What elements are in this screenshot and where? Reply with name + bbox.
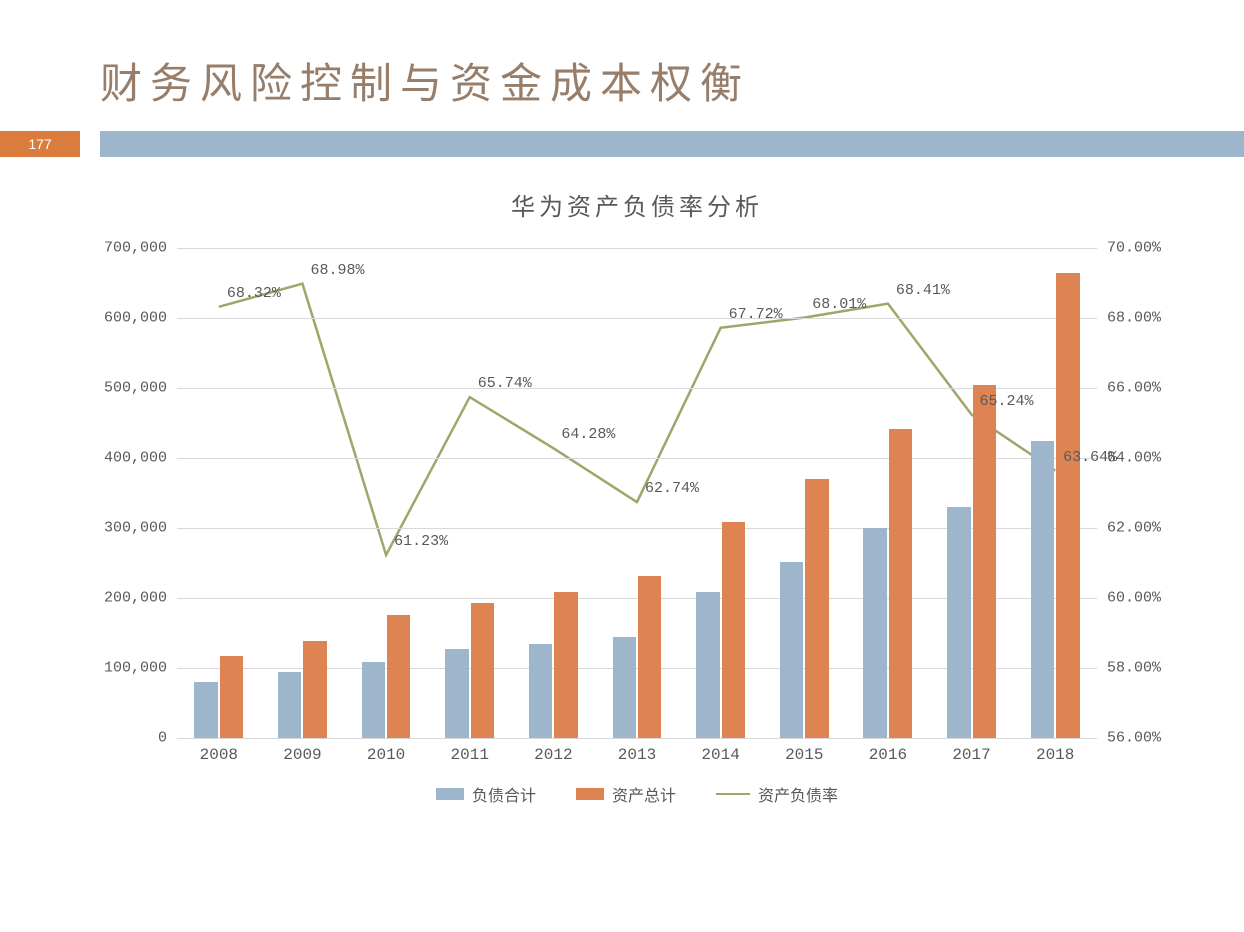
gridline xyxy=(177,248,1097,249)
y-right-tick: 64.00% xyxy=(1107,450,1187,467)
x-category: 2013 xyxy=(618,746,656,764)
x-category: 2011 xyxy=(451,746,489,764)
legend-swatch xyxy=(576,788,604,800)
bar-assets xyxy=(554,592,577,738)
y-right-tick: 70.00% xyxy=(1107,240,1187,257)
page-number-badge: 177 xyxy=(0,131,80,157)
y-right-tick: 58.00% xyxy=(1107,660,1187,677)
bar-assets xyxy=(973,385,996,739)
line-value-label: 67.72% xyxy=(729,306,783,323)
legend-label: 资产总计 xyxy=(612,782,676,806)
header-stripe: 177 xyxy=(0,131,1244,157)
bar-liabilities xyxy=(278,672,301,739)
bar-liabilities xyxy=(1031,441,1054,739)
legend-label: 资产负债率 xyxy=(758,782,838,806)
bar-liabilities xyxy=(529,644,552,738)
line-value-label: 61.23% xyxy=(394,533,448,550)
bar-assets xyxy=(889,429,912,738)
chart-title: 华为资产负债率分析 xyxy=(60,187,1214,222)
legend-item: 资产总计 xyxy=(576,782,676,806)
line-value-label: 62.74% xyxy=(645,480,699,497)
line-value-label: 64.28% xyxy=(561,426,615,443)
bar-assets xyxy=(471,603,494,738)
legend-label: 负债合计 xyxy=(472,782,536,806)
line-value-label: 68.41% xyxy=(896,282,950,299)
legend-swatch xyxy=(436,788,464,800)
y-right-tick: 62.00% xyxy=(1107,520,1187,537)
x-category: 2014 xyxy=(701,746,739,764)
bar-liabilities xyxy=(445,649,468,738)
x-category: 2012 xyxy=(534,746,572,764)
bar-liabilities xyxy=(362,662,385,738)
gridline xyxy=(177,318,1097,319)
y-right-tick: 60.00% xyxy=(1107,590,1187,607)
y-left-tick: 0 xyxy=(87,730,167,747)
x-category: 2010 xyxy=(367,746,405,764)
bar-assets xyxy=(722,522,745,738)
bar-assets xyxy=(387,615,410,738)
slide-title: 财务风险控制与资金成本权衡 xyxy=(0,0,1244,131)
y-left-tick: 100,000 xyxy=(87,660,167,677)
bar-liabilities xyxy=(947,507,970,738)
legend: 负债合计 资产总计 资产负债率 xyxy=(60,782,1214,806)
y-right-tick: 68.00% xyxy=(1107,310,1187,327)
line-value-label: 65.24% xyxy=(980,393,1034,410)
line-value-label: 68.01% xyxy=(812,296,866,313)
x-category: 2015 xyxy=(785,746,823,764)
y-left-tick: 700,000 xyxy=(87,240,167,257)
line-value-label: 68.32% xyxy=(227,285,281,302)
y-left-tick: 300,000 xyxy=(87,520,167,537)
legend-line-icon xyxy=(716,793,750,795)
bar-assets xyxy=(303,641,326,738)
x-category: 2016 xyxy=(869,746,907,764)
x-category: 2009 xyxy=(283,746,321,764)
y-right-tick: 56.00% xyxy=(1107,730,1187,747)
bar-liabilities xyxy=(863,528,886,738)
y-left-tick: 200,000 xyxy=(87,590,167,607)
line-value-label: 65.74% xyxy=(478,375,532,392)
gridline xyxy=(177,738,1097,739)
chart-plot: 200868.32%200968.98%201061.23%201165.74%… xyxy=(87,248,1187,738)
bar-assets xyxy=(805,479,828,738)
plot-area: 200868.32%200968.98%201061.23%201165.74%… xyxy=(177,248,1097,738)
y-left-tick: 600,000 xyxy=(87,310,167,327)
line-value-label: 68.98% xyxy=(310,262,364,279)
header-stripe-bar xyxy=(100,131,1244,157)
legend-item: 负债合计 xyxy=(436,782,536,806)
y-right-tick: 66.00% xyxy=(1107,380,1187,397)
bar-liabilities xyxy=(613,637,636,739)
ratio-line xyxy=(219,284,1055,555)
gridline xyxy=(177,458,1097,459)
bar-assets xyxy=(220,656,243,738)
bar-liabilities xyxy=(780,562,803,738)
y-left-tick: 500,000 xyxy=(87,380,167,397)
x-category: 2017 xyxy=(952,746,990,764)
gridline xyxy=(177,388,1097,389)
legend-item: 资产负债率 xyxy=(716,782,838,806)
x-category: 2008 xyxy=(200,746,238,764)
y-left-tick: 400,000 xyxy=(87,450,167,467)
bar-liabilities xyxy=(696,592,719,738)
bar-assets xyxy=(638,576,661,738)
bar-liabilities xyxy=(194,682,217,738)
x-category: 2018 xyxy=(1036,746,1074,764)
bar-assets xyxy=(1056,273,1079,739)
